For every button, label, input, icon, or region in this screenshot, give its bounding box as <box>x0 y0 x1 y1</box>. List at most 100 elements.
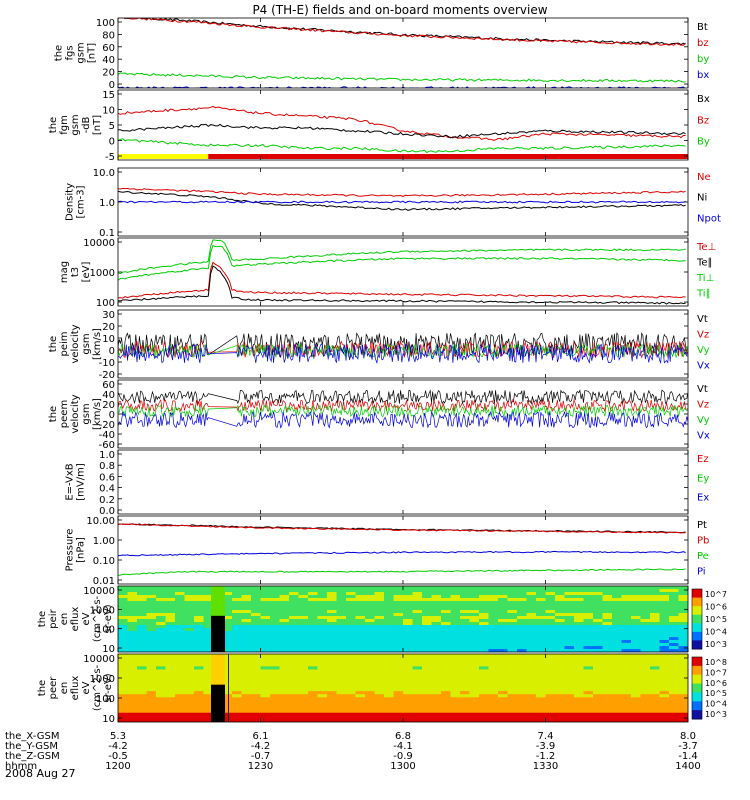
heatmap-cell <box>621 646 632 650</box>
heatmap-cell <box>669 654 680 658</box>
heatmap-cell <box>127 715 138 720</box>
heatmap-cell <box>308 672 319 677</box>
heatmap-cell <box>593 718 604 722</box>
heatmap-cell <box>137 628 148 632</box>
heatmap-cell <box>640 654 651 658</box>
y-tick-label: 1000 <box>90 674 115 685</box>
heatmap-cell <box>279 613 290 617</box>
heatmap-cell <box>479 654 490 658</box>
heatmap-cell <box>450 663 461 667</box>
heatmap-cell <box>545 675 556 680</box>
heatmap-cell <box>479 700 490 705</box>
heatmap-cell <box>460 678 471 683</box>
heatmap-cell <box>165 657 176 661</box>
heatmap-cell <box>545 678 556 683</box>
heatmap-cell <box>365 672 376 677</box>
heatmap-cell <box>564 681 575 686</box>
heatmap-cell <box>659 654 670 658</box>
heatmap-cell <box>289 694 300 698</box>
heatmap-cell <box>678 643 688 647</box>
heatmap-cell <box>403 678 414 683</box>
heatmap-cell <box>194 678 205 683</box>
heatmap-cell <box>270 684 281 689</box>
heatmap-cell <box>384 607 395 611</box>
heatmap-cell <box>631 616 642 620</box>
heatmap-cell <box>555 616 566 620</box>
heatmap-cell <box>118 660 129 664</box>
heatmap-cell <box>270 607 281 611</box>
heatmap-cell <box>460 643 471 647</box>
heatmap-cell <box>308 715 319 720</box>
heatmap-cell <box>612 718 623 722</box>
heatmap-cell <box>279 666 290 671</box>
colorbar-tick-label: 10^7 <box>705 668 727 677</box>
heatmap-cell <box>365 646 376 650</box>
heatmap-cell <box>374 625 385 629</box>
heatmap-cell <box>241 700 252 705</box>
heatmap-cell <box>279 700 290 705</box>
heatmap-cell <box>479 709 490 714</box>
heatmap-cell <box>498 613 509 617</box>
heatmap-cell <box>431 628 442 632</box>
x-axis-row-value: 6.8 <box>395 731 411 742</box>
heatmap-cell <box>450 697 461 701</box>
heatmap-cell <box>355 712 366 717</box>
heatmap-cell <box>659 681 670 686</box>
heatmap-cell <box>678 691 688 695</box>
heatmap-cell <box>602 688 613 692</box>
colorbar-tick-label: 10^3 <box>705 710 727 719</box>
y-tick-label: -20 <box>99 420 115 431</box>
heatmap-cell <box>279 607 290 611</box>
heatmap-cell <box>346 691 357 695</box>
heatmap-cell <box>298 697 309 701</box>
heatmap-cell <box>289 646 300 650</box>
heatmap-cell <box>184 691 195 695</box>
heatmap-cell <box>184 607 195 611</box>
heatmap-cell <box>422 681 433 686</box>
heatmap-cell <box>564 688 575 692</box>
heatmap-cell <box>298 657 309 661</box>
heatmap-cell <box>469 592 480 596</box>
series-group <box>118 18 686 88</box>
heatmap-cell <box>564 672 575 677</box>
heatmap-cell <box>137 622 148 626</box>
heatmap-cell <box>279 628 290 632</box>
heatmap-cell <box>308 610 319 614</box>
heatmap-cell <box>621 700 632 705</box>
heatmap-cell <box>270 643 281 647</box>
heatmap-cell <box>507 649 518 652</box>
heatmap-cell <box>450 607 461 611</box>
heatmap-cell <box>308 604 319 608</box>
heatmap-cell <box>270 660 281 664</box>
heatmap-cell <box>659 628 670 632</box>
heatmap-cell <box>659 595 670 599</box>
heatmap-cell <box>612 598 623 602</box>
heatmap-cell <box>678 657 688 661</box>
heatmap-cell <box>308 700 319 705</box>
heatmap-cell <box>355 688 366 692</box>
heatmap-cell <box>175 613 186 617</box>
heatmap-cell <box>346 649 357 652</box>
y-tick-label: 80 <box>102 30 115 41</box>
x-axis-row-label: the_Y-GSM <box>5 741 58 752</box>
heatmap-cell <box>422 643 433 647</box>
heatmap-cell <box>241 654 252 658</box>
heatmap-cell <box>241 697 252 701</box>
heatmap-cell <box>165 709 176 714</box>
heatmap-cell <box>564 622 575 626</box>
heatmap-cell <box>317 628 328 632</box>
heatmap-cell <box>184 669 195 674</box>
heatmap-cell <box>593 654 604 658</box>
heatmap-cell <box>574 684 585 689</box>
heatmap-cell <box>612 640 623 644</box>
data-gap-block <box>211 684 225 722</box>
heatmap-cell <box>460 598 471 602</box>
heatmap-cell <box>222 637 233 641</box>
heatmap-cell <box>270 610 281 614</box>
heatmap-cell <box>431 625 442 629</box>
heatmap-cell <box>289 669 300 674</box>
legend-entry-Pb: Pb <box>697 536 709 547</box>
heatmap-cell <box>222 622 233 626</box>
heatmap-cell <box>488 654 499 658</box>
heatmap-cell <box>203 613 214 617</box>
